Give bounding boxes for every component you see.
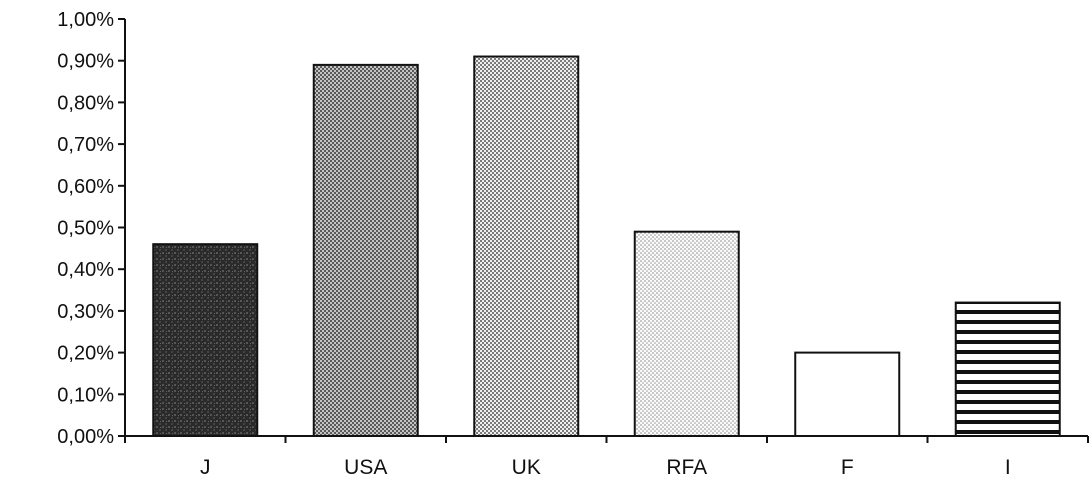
bars xyxy=(152,55,1061,438)
bar-usa xyxy=(312,63,419,438)
bar-uk xyxy=(473,55,580,437)
y-tick-label: 0,80% xyxy=(57,92,114,114)
x-category-label: UK xyxy=(512,456,541,479)
y-tick-label: 0,90% xyxy=(57,51,114,73)
bar-j xyxy=(152,243,259,437)
y-tick-label: 0,10% xyxy=(57,384,114,406)
bar-i xyxy=(954,301,1061,437)
y-tick-label: 0,30% xyxy=(57,301,114,323)
x-category-label: J xyxy=(200,456,211,479)
x-category-label: RFA xyxy=(666,456,707,479)
y-tick-label: 0,60% xyxy=(57,176,114,198)
x-category-label: I xyxy=(1005,456,1011,479)
y-tick-label: 0,50% xyxy=(57,218,114,240)
x-category-label: F xyxy=(841,456,854,479)
axes xyxy=(118,18,1089,443)
bar-rfa xyxy=(633,230,740,437)
labels: 0,00% 0,10% 0,20% 0,30% 0,40% 0,50% 0,60% 0,70%… xyxy=(57,9,1010,479)
y-tick-label: 0,00% xyxy=(57,426,114,448)
bar-f xyxy=(794,351,901,438)
x-category-label: USA xyxy=(344,456,387,479)
y-tick-label: 0,40% xyxy=(57,259,114,281)
y-tick-label: 0,20% xyxy=(57,343,114,365)
y-tick-label: 0,70% xyxy=(57,134,114,156)
y-tick-label: 1,00% xyxy=(57,9,114,31)
